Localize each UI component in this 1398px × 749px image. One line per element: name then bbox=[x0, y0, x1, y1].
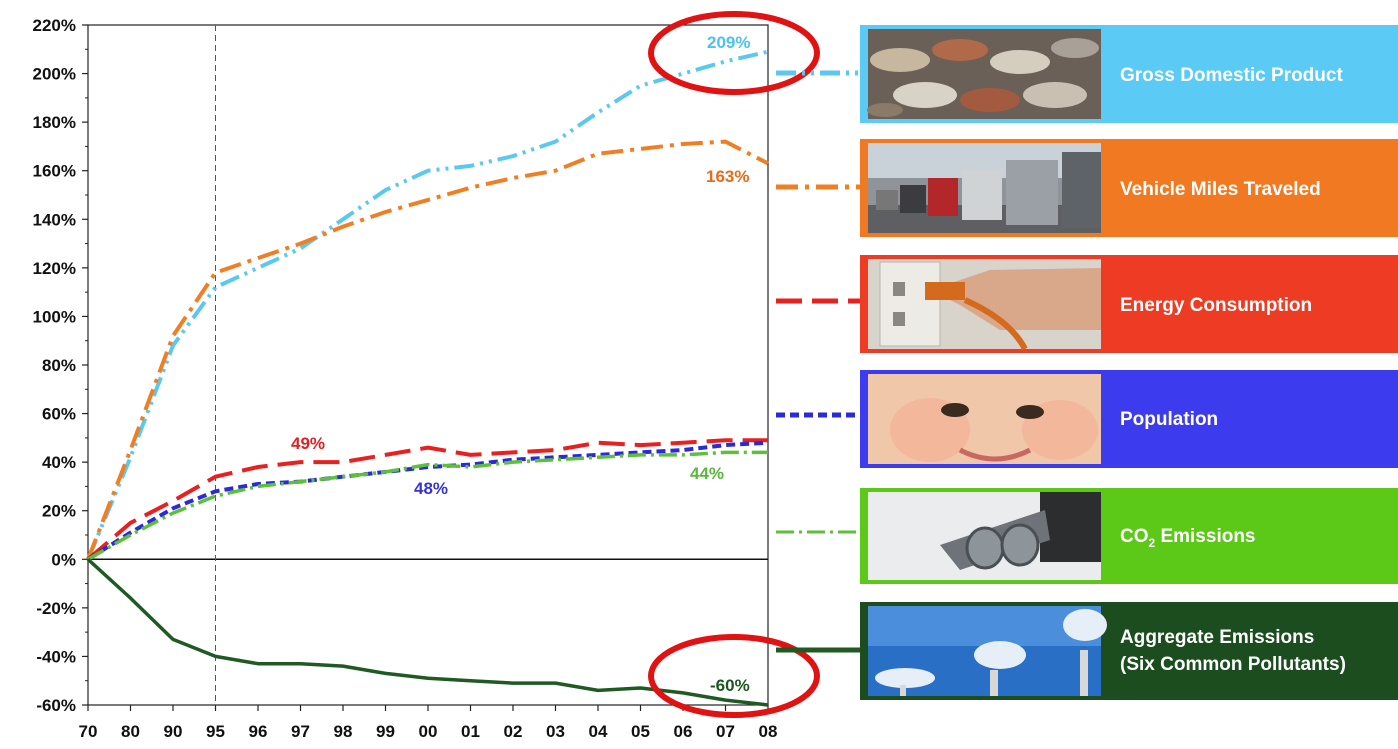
x-tick-label: 70 bbox=[79, 722, 98, 741]
legend-label-gdp: Gross Domestic Product bbox=[1120, 65, 1343, 86]
baby-photo bbox=[868, 374, 1101, 464]
series-line-4 bbox=[87, 450, 768, 561]
legend-label-population: Population bbox=[1120, 409, 1218, 430]
series-line-2 bbox=[86, 438, 768, 561]
y-tick-label: 0% bbox=[51, 550, 76, 569]
x-tick-label: 98 bbox=[334, 722, 353, 741]
legend-item-vmt: Vehicle Miles Traveled bbox=[860, 139, 1398, 237]
legend-item-aggregate: Aggregate Emissions (Six Common Pollutan… bbox=[860, 602, 1398, 700]
data-annotations: 209% 163% 49% 48% 44% -60% bbox=[291, 33, 750, 695]
y-tick-label: 40% bbox=[42, 453, 76, 472]
y-tick-label: -40% bbox=[36, 647, 76, 666]
legend-label-aggregate: Aggregate Emissions bbox=[1120, 627, 1314, 648]
red-circle-top bbox=[648, 11, 820, 95]
annotation-gdp: 209% bbox=[707, 33, 750, 52]
x-tick-label: 99 bbox=[376, 722, 395, 741]
chart-axes: 220% 200% 180% 160% 140% 120% 100% 80% 60% 40% 20%… bbox=[33, 16, 778, 741]
y-tick-label: 220% bbox=[33, 16, 76, 35]
y-tick-label: 180% bbox=[33, 113, 76, 132]
annotation-population: 48% bbox=[414, 479, 448, 498]
power-plug-photo bbox=[868, 259, 1101, 351]
x-tick-label: 96 bbox=[249, 722, 268, 741]
y-tick-label: 120% bbox=[33, 259, 76, 278]
highlight-circles bbox=[648, 11, 820, 718]
red-circle-bottom bbox=[648, 634, 820, 718]
annotation-energy: 49% bbox=[291, 434, 325, 453]
series-line-0 bbox=[86, 49, 769, 561]
legend: Gross Domestic Product Vehicle Miles Tra… bbox=[860, 25, 1398, 700]
legend-connectors bbox=[776, 70, 860, 653]
legend-item-population: Population bbox=[860, 370, 1398, 468]
annotation-aggregate: -60% bbox=[710, 676, 750, 695]
legend-label-vmt: Vehicle Miles Traveled bbox=[1120, 179, 1321, 200]
y-tick-label: -60% bbox=[36, 696, 76, 715]
x-tick-label: 08 bbox=[759, 722, 778, 741]
y-tick-label: -20% bbox=[36, 599, 76, 618]
y-tick-label: 200% bbox=[33, 65, 76, 84]
x-tick-label: 00 bbox=[419, 722, 438, 741]
legend-item-gdp: Gross Domestic Product bbox=[860, 25, 1398, 123]
y-tick-label: 160% bbox=[33, 162, 76, 181]
legend-label-aggregate-line2: (Six Common Pollutants) bbox=[1120, 654, 1346, 675]
x-tick-label: 03 bbox=[546, 722, 565, 741]
series-line-3 bbox=[86, 440, 769, 561]
series-line-1 bbox=[86, 139, 769, 561]
legend-label-co2: CO2 Emissions bbox=[1120, 526, 1256, 550]
x-tick-label: 04 bbox=[589, 722, 608, 741]
x-tick-label: 01 bbox=[461, 722, 480, 741]
legend-item-energy: Energy Consumption bbox=[860, 255, 1398, 353]
y-tick-label: 20% bbox=[42, 502, 76, 521]
series-lines bbox=[86, 49, 769, 707]
x-tick-label: 06 bbox=[674, 722, 693, 741]
annotation-vmt: 163% bbox=[706, 167, 749, 186]
x-tick-label: 97 bbox=[291, 722, 310, 741]
exhaust-pipe-photo bbox=[868, 492, 1101, 580]
x-tick-label: 80 bbox=[121, 722, 140, 741]
y-tick-label: 60% bbox=[42, 405, 76, 424]
traffic-photo bbox=[868, 143, 1101, 233]
x-tick-label: 05 bbox=[631, 722, 650, 741]
x-tick-label: 95 bbox=[206, 722, 225, 741]
series-line-5 bbox=[86, 558, 769, 707]
y-tick-label: 100% bbox=[33, 307, 76, 326]
legend-item-co2: CO2 Emissions bbox=[860, 488, 1398, 584]
plot-frame bbox=[87, 24, 769, 706]
y-tick-label: 140% bbox=[33, 210, 76, 229]
coins-photo bbox=[867, 29, 1101, 119]
smokestacks-photo bbox=[868, 606, 1107, 696]
x-tick-label: 07 bbox=[716, 722, 735, 741]
x-tick-label: 90 bbox=[164, 722, 183, 741]
y-tick-label: 80% bbox=[42, 356, 76, 375]
legend-label-energy: Energy Consumption bbox=[1120, 295, 1312, 316]
x-tick-label: 02 bbox=[504, 722, 523, 741]
annotation-co2: 44% bbox=[690, 464, 724, 483]
